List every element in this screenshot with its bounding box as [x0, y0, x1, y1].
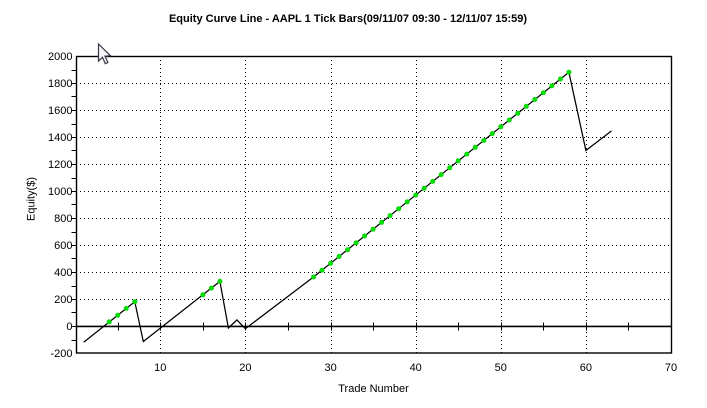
svg-text:600: 600 — [54, 240, 72, 252]
svg-text:40: 40 — [410, 362, 422, 374]
svg-text:0: 0 — [66, 321, 72, 333]
svg-text:50: 50 — [495, 362, 507, 374]
svg-text:60: 60 — [580, 362, 592, 374]
svg-text:Equity($): Equity($) — [26, 177, 38, 221]
svg-text:1200: 1200 — [48, 159, 72, 171]
svg-text:200: 200 — [54, 294, 72, 306]
svg-text:70: 70 — [665, 362, 677, 374]
svg-text:400: 400 — [54, 267, 72, 279]
svg-text:Equity Curve Line - AAPL 1 Tic: Equity Curve Line - AAPL 1 Tick Bars(09/… — [169, 13, 527, 25]
svg-text:2000: 2000 — [48, 51, 72, 63]
svg-text:30: 30 — [324, 362, 336, 374]
svg-text:20: 20 — [239, 362, 251, 374]
svg-text:-200: -200 — [50, 348, 72, 360]
svg-text:1000: 1000 — [48, 186, 72, 198]
svg-text:Trade Number: Trade Number — [338, 383, 409, 395]
svg-text:1400: 1400 — [48, 132, 72, 144]
svg-text:10: 10 — [154, 362, 166, 374]
svg-text:1600: 1600 — [48, 105, 72, 117]
svg-text:1800: 1800 — [48, 78, 72, 90]
svg-text:800: 800 — [54, 213, 72, 225]
